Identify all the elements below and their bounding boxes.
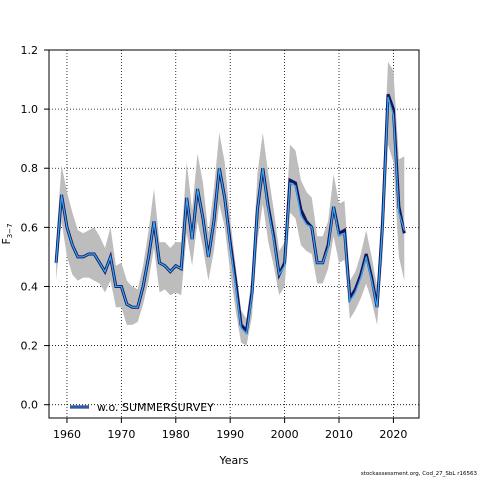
data-point-1972: [131, 306, 133, 308]
y-tick-label-0.8: 0.8: [21, 162, 39, 175]
data-point-1962: [77, 256, 79, 258]
y-axis-label-subscript: 3−7: [6, 223, 14, 238]
data-point-1976: [153, 220, 155, 223]
data-point-1967: [104, 271, 106, 273]
data-point-2014: [360, 276, 362, 279]
data-point-2002: [294, 185, 297, 187]
data-point-1959: [60, 194, 63, 196]
data-point-1990: [229, 244, 231, 246]
data-point-1985: [202, 217, 204, 220]
y-tick-label-0.6: 0.6: [21, 221, 39, 234]
data-point-1970: [120, 285, 122, 288]
x-axis-label: Years: [218, 454, 248, 467]
data-point-1982: [186, 197, 188, 199]
x-tick-label-1960: 1960: [53, 428, 81, 441]
data-point-1988: [218, 167, 220, 169]
data-point-2004: [305, 223, 307, 225]
data-point-1991: [235, 285, 237, 288]
y-tick-label-0.4: 0.4: [21, 280, 39, 293]
x-tick-label-1990: 1990: [216, 428, 244, 441]
data-point-2019: [387, 96, 389, 98]
x-tick-label-2020: 2020: [379, 428, 407, 441]
data-point-2001: [289, 182, 291, 184]
data-point-2022: [403, 229, 405, 231]
series-points: [55, 96, 405, 335]
data-point-2012: [349, 300, 351, 302]
data-point-1978: [164, 265, 166, 267]
data-point-2018: [381, 226, 384, 228]
y-tick-label-0.2: 0.2: [21, 340, 39, 353]
data-point-2003: [300, 214, 302, 217]
data-point-1979: [169, 271, 171, 273]
data-point-2008: [327, 247, 329, 249]
data-point-1992: [240, 327, 242, 329]
data-point-1999: [278, 274, 280, 276]
data-point-1968: [109, 256, 112, 258]
y-tick-label-0: 0.0: [21, 399, 39, 412]
data-point-2010: [338, 235, 340, 237]
data-point-2020: [392, 114, 395, 116]
data-point-1980: [175, 265, 177, 267]
y-tick-label-1.2: 1.2: [21, 44, 39, 57]
data-point-1958: [55, 262, 57, 264]
data-point-1986: [207, 256, 210, 258]
data-point-2000: [284, 265, 286, 267]
data-point-1989: [224, 197, 226, 199]
data-point-2009: [332, 206, 335, 208]
data-point-1981: [180, 268, 182, 270]
data-point-1977: [158, 262, 161, 264]
data-point-1983: [191, 238, 193, 240]
data-point-2011: [343, 232, 346, 234]
data-point-1998: [273, 238, 275, 240]
data-point-2017: [376, 306, 378, 308]
data-point-1966: [99, 262, 101, 264]
data-point-2007: [322, 262, 324, 264]
x-tick-label-1970: 1970: [107, 428, 135, 441]
data-point-1994: [251, 294, 253, 296]
data-point-2013: [354, 291, 356, 293]
data-point-2006: [316, 262, 318, 264]
data-point-1964: [88, 253, 90, 255]
data-point-2021: [398, 211, 400, 214]
confidence-band: [56, 61, 405, 346]
data-point-2016: [371, 279, 373, 282]
grid-lines: [49, 49, 419, 418]
data-point-1961: [71, 244, 73, 246]
data-point-1987: [213, 220, 215, 223]
y-tick-label-1: 1.0: [21, 103, 39, 116]
y-axis: 0.0 0.2 0.4 0.6 0.8 1.0 1.2: [21, 44, 49, 412]
x-axis: 1960 1970 1980 1990 2000 2010 2020: [53, 418, 407, 441]
x-tick-label-2010: 2010: [325, 428, 353, 441]
data-point-2015: [365, 256, 367, 258]
x-tick-label-1980: 1980: [162, 428, 190, 441]
data-point-1984: [196, 188, 199, 190]
data-point-2005: [311, 226, 313, 228]
data-point-1971: [126, 303, 128, 305]
y-axis-label: F3−7: [0, 223, 14, 244]
legend-entry-w-o-summersurvey: w.o. SUMMERSURVEY: [97, 401, 214, 414]
data-point-1975: [147, 256, 150, 258]
data-point-1963: [82, 256, 84, 258]
data-point-1969: [115, 285, 117, 288]
data-point-1997: [267, 209, 269, 211]
data-point-1974: [142, 285, 144, 288]
data-point-1996: [262, 167, 264, 169]
legend: w.o. SUMMERSURVEY: [70, 401, 214, 414]
data-point-1995: [256, 209, 258, 211]
data-point-1973: [137, 306, 139, 308]
data-point-1960: [66, 226, 68, 228]
y-axis-label-main: F: [0, 238, 13, 244]
data-point-1965: [93, 253, 95, 255]
footer-source: stockassessment.org, Cod_27_SbL r16563: [360, 471, 477, 477]
x-tick-label-2000: 2000: [271, 428, 299, 441]
data-point-1993: [245, 333, 248, 335]
plot-frame: [48, 49, 420, 419]
